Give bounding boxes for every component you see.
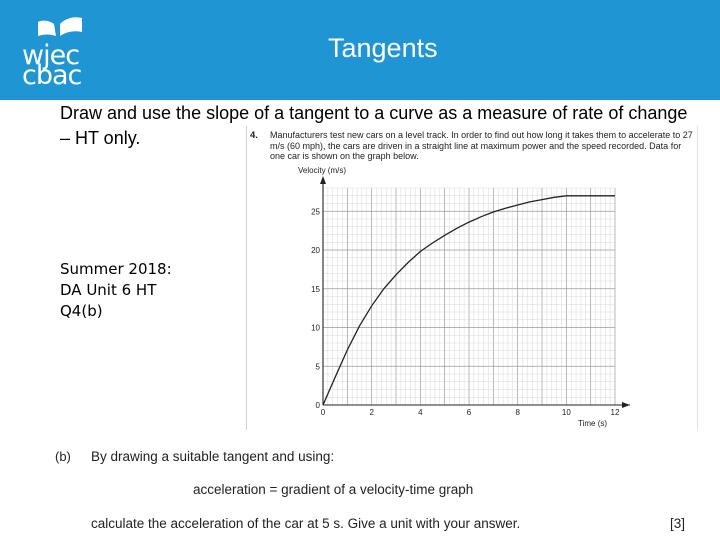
wjec-book-logo-icon xyxy=(38,17,82,36)
y-tick-label: 10 xyxy=(311,324,320,333)
y-tick-label: 15 xyxy=(311,285,320,294)
question-text: Manufacturers test new cars on a level t… xyxy=(270,130,693,161)
slide-title: Tangents xyxy=(328,33,438,63)
y-tick-label: 25 xyxy=(311,207,320,216)
y-tick-label: 20 xyxy=(311,246,320,255)
y-tick-label: 5 xyxy=(316,362,321,371)
header-banner: wjec cbac Tangents xyxy=(0,0,720,100)
graph-grid xyxy=(322,187,616,406)
velocity-time-graph: 0 2 4 6 8 10 12 0 5 10 15 20 25 Velocity (m/s) Time … xyxy=(298,166,630,428)
learning-objective: Draw and use the slope of a tangent to a… xyxy=(60,103,688,148)
x-tick-label: 10 xyxy=(562,408,571,417)
x-tick-label: 8 xyxy=(515,408,520,417)
question-panel xyxy=(246,126,698,430)
part-b-text: By drawing a suitable tangent and using: xyxy=(91,449,335,464)
x-axis-label: Time (s) xyxy=(578,419,607,428)
brand-line-2: cbac xyxy=(22,60,82,91)
question-number: 4. xyxy=(250,130,258,141)
y-tick-label: 0 xyxy=(316,401,321,410)
instruction-text: calculate the acceleration of the car at… xyxy=(91,516,521,531)
velocity-curve xyxy=(322,195,615,406)
x-tick-label: 2 xyxy=(369,408,374,417)
part-b-label: (b) xyxy=(55,449,71,464)
x-tick-label: 12 xyxy=(611,408,620,417)
y-axis-arrow-icon xyxy=(320,176,326,184)
y-axis-label: Velocity (m/s) xyxy=(298,166,346,175)
graph-tick-labels: 0 2 4 6 8 10 12 0 5 10 15 20 25 xyxy=(311,207,620,417)
marks-label: [3] xyxy=(670,516,686,531)
x-tick-label: 0 xyxy=(321,408,326,417)
x-axis-arrow-icon xyxy=(622,402,630,408)
x-tick-label: 4 xyxy=(418,408,423,417)
x-tick-label: 6 xyxy=(467,408,472,417)
formula-text: acceleration = gradient of a velocity-ti… xyxy=(193,482,474,497)
source-reference: Summer 2018: DA Unit 6 HT Q4(b) xyxy=(60,260,172,320)
graph-axes xyxy=(320,176,630,408)
brand-line-1: wjec xyxy=(22,40,80,71)
